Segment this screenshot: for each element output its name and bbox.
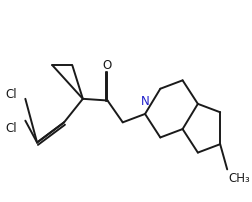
Text: O: O	[103, 59, 112, 72]
Text: Cl: Cl	[5, 121, 17, 134]
Text: Cl: Cl	[5, 88, 17, 101]
Text: CH₃: CH₃	[228, 171, 250, 184]
Text: N: N	[141, 95, 149, 107]
